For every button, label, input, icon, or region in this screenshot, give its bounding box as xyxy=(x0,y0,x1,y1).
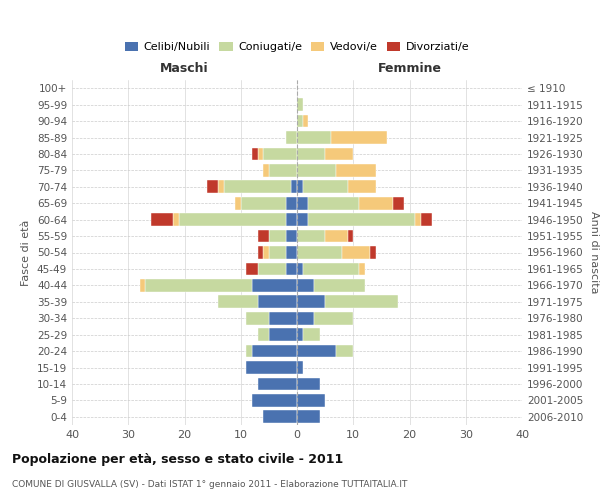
Bar xyxy=(342,246,370,259)
Bar xyxy=(297,230,325,242)
Bar xyxy=(331,131,387,144)
Bar xyxy=(252,344,297,358)
Bar xyxy=(297,197,308,209)
Bar xyxy=(347,230,353,242)
Bar xyxy=(297,328,302,341)
Bar xyxy=(297,164,337,177)
Bar xyxy=(218,180,224,193)
Bar xyxy=(252,279,297,292)
Bar xyxy=(252,394,297,407)
Bar xyxy=(297,262,302,276)
Bar xyxy=(325,148,353,160)
Bar xyxy=(286,213,297,226)
Bar xyxy=(370,246,376,259)
Bar xyxy=(241,197,286,209)
Bar xyxy=(235,197,241,209)
Bar xyxy=(173,213,179,226)
Bar xyxy=(286,230,297,242)
Bar xyxy=(337,164,376,177)
Bar xyxy=(247,361,297,374)
Bar xyxy=(263,164,269,177)
Bar xyxy=(302,180,347,193)
Bar xyxy=(415,213,421,226)
Bar xyxy=(247,344,252,358)
Bar xyxy=(297,394,325,407)
Bar xyxy=(297,279,314,292)
Bar xyxy=(257,262,286,276)
Bar xyxy=(257,148,263,160)
Bar xyxy=(325,296,398,308)
Bar xyxy=(286,131,297,144)
Bar xyxy=(359,197,392,209)
Text: Maschi: Maschi xyxy=(160,62,209,75)
Bar xyxy=(247,312,269,324)
Bar xyxy=(297,131,331,144)
Text: Femmine: Femmine xyxy=(377,62,442,75)
Legend: Celibi/Nubili, Coniugati/e, Vedovi/e, Divorziati/e: Celibi/Nubili, Coniugati/e, Vedovi/e, Di… xyxy=(121,38,473,56)
Bar xyxy=(263,148,297,160)
Bar xyxy=(337,344,353,358)
Bar xyxy=(302,114,308,128)
Bar xyxy=(297,312,314,324)
Bar xyxy=(421,213,432,226)
Text: COMUNE DI GIUSVALLA (SV) - Dati ISTAT 1° gennaio 2011 - Elaborazione TUTTAITALIA: COMUNE DI GIUSVALLA (SV) - Dati ISTAT 1°… xyxy=(12,480,407,489)
Bar xyxy=(286,262,297,276)
Bar xyxy=(263,410,297,423)
Bar xyxy=(314,279,365,292)
Bar xyxy=(218,296,257,308)
Bar xyxy=(297,361,302,374)
Bar xyxy=(269,164,297,177)
Bar xyxy=(257,328,269,341)
Bar xyxy=(252,148,257,160)
Bar xyxy=(224,180,292,193)
Bar xyxy=(257,296,297,308)
Bar xyxy=(297,344,337,358)
Bar xyxy=(286,246,297,259)
Bar xyxy=(297,180,302,193)
Bar xyxy=(297,213,308,226)
Bar xyxy=(145,279,252,292)
Bar xyxy=(269,328,297,341)
Bar xyxy=(286,197,297,209)
Bar xyxy=(179,213,286,226)
Bar xyxy=(247,262,257,276)
Bar xyxy=(151,213,173,226)
Y-axis label: Fasce di età: Fasce di età xyxy=(22,220,31,286)
Bar xyxy=(263,246,269,259)
Bar xyxy=(257,230,269,242)
Bar xyxy=(325,230,347,242)
Bar xyxy=(269,312,297,324)
Bar xyxy=(269,230,286,242)
Y-axis label: Anni di nascita: Anni di nascita xyxy=(589,211,599,294)
Bar xyxy=(139,279,145,292)
Bar xyxy=(347,180,376,193)
Bar xyxy=(297,410,320,423)
Bar xyxy=(297,246,342,259)
Bar xyxy=(292,180,297,193)
Bar xyxy=(297,98,302,111)
Bar xyxy=(297,296,325,308)
Bar xyxy=(269,246,286,259)
Bar xyxy=(297,114,302,128)
Bar xyxy=(297,148,325,160)
Bar xyxy=(359,262,365,276)
Bar xyxy=(257,246,263,259)
Bar xyxy=(392,197,404,209)
Bar xyxy=(207,180,218,193)
Bar xyxy=(257,378,297,390)
Bar xyxy=(302,262,359,276)
Bar xyxy=(308,213,415,226)
Text: Popolazione per età, sesso e stato civile - 2011: Popolazione per età, sesso e stato civil… xyxy=(12,452,343,466)
Bar xyxy=(308,197,359,209)
Bar xyxy=(302,328,320,341)
Bar xyxy=(297,378,320,390)
Bar xyxy=(314,312,353,324)
